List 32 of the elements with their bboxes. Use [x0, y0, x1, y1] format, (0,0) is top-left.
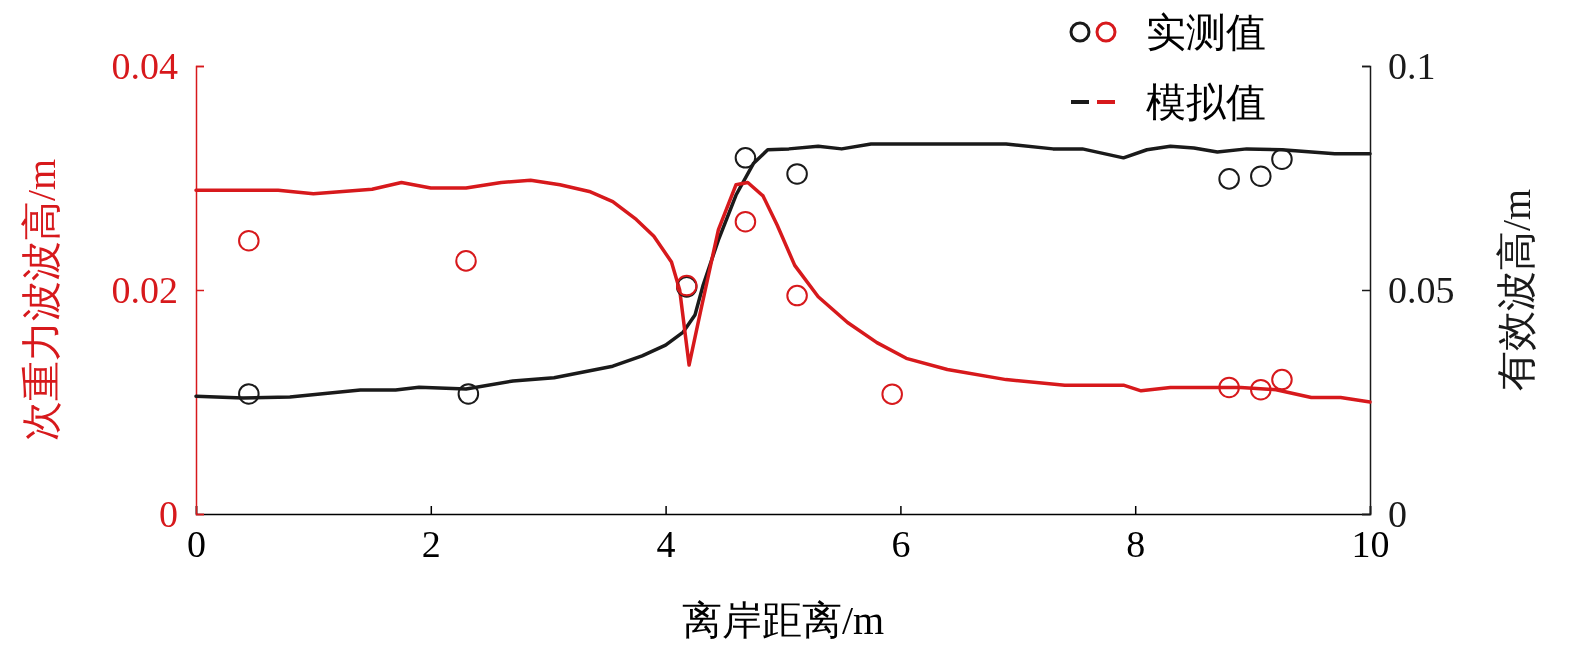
y2-tick-label: 0.1: [1388, 44, 1436, 87]
point: [238, 229, 260, 252]
x-tick-label: 2: [421, 522, 441, 565]
point: [734, 210, 757, 233]
y-axis-title: 次重力波波高/m: [19, 158, 64, 442]
y-tick-label: 0.02: [111, 268, 178, 311]
x-tick-label: 0: [187, 522, 206, 565]
point: [455, 250, 477, 272]
point: [1271, 148, 1293, 170]
x-tick-label: 10: [1351, 522, 1390, 565]
legend-label: 模拟值: [1146, 80, 1266, 125]
point: [734, 147, 757, 169]
point: [457, 383, 480, 405]
point: [881, 383, 903, 405]
x-axis-title: 离岸距离/m: [681, 598, 885, 643]
point: [1218, 376, 1240, 399]
point: [786, 163, 808, 185]
x-tick-label: 8: [1126, 522, 1146, 565]
point: [1271, 368, 1293, 391]
y-tick-label: 0.04: [111, 44, 178, 87]
point: [1218, 168, 1240, 190]
point: [786, 284, 808, 307]
x-tick-label: 6: [891, 522, 911, 565]
y2-tick-label: 0.05: [1388, 268, 1455, 311]
legend-label: 实测值: [1146, 10, 1266, 55]
y2-axis-title: 有效波高/m: [1494, 188, 1539, 392]
point: [1250, 165, 1272, 187]
y-tick-label: 0: [159, 492, 178, 535]
x-tick-label: 4: [656, 522, 676, 565]
point: [238, 383, 260, 405]
point: [1250, 378, 1272, 401]
y2-tick-label: 0: [1388, 492, 1407, 535]
